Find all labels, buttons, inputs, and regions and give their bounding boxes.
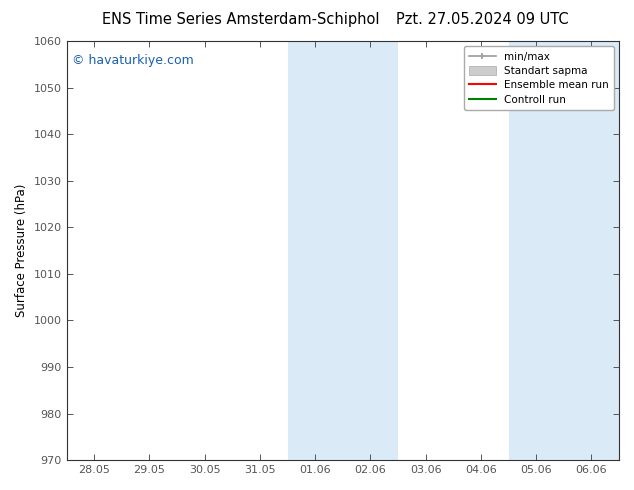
Text: © havaturkiye.com: © havaturkiye.com (72, 53, 194, 67)
Legend: min/max, Standart sapma, Ensemble mean run, Controll run: min/max, Standart sapma, Ensemble mean r… (464, 46, 614, 110)
Text: Pzt. 27.05.2024 09 UTC: Pzt. 27.05.2024 09 UTC (396, 12, 568, 27)
Bar (288, 41, 398, 460)
Y-axis label: Surface Pressure (hPa): Surface Pressure (hPa) (15, 184, 28, 318)
Text: ENS Time Series Amsterdam-Schiphol: ENS Time Series Amsterdam-Schiphol (102, 12, 380, 27)
Bar (508, 41, 619, 460)
